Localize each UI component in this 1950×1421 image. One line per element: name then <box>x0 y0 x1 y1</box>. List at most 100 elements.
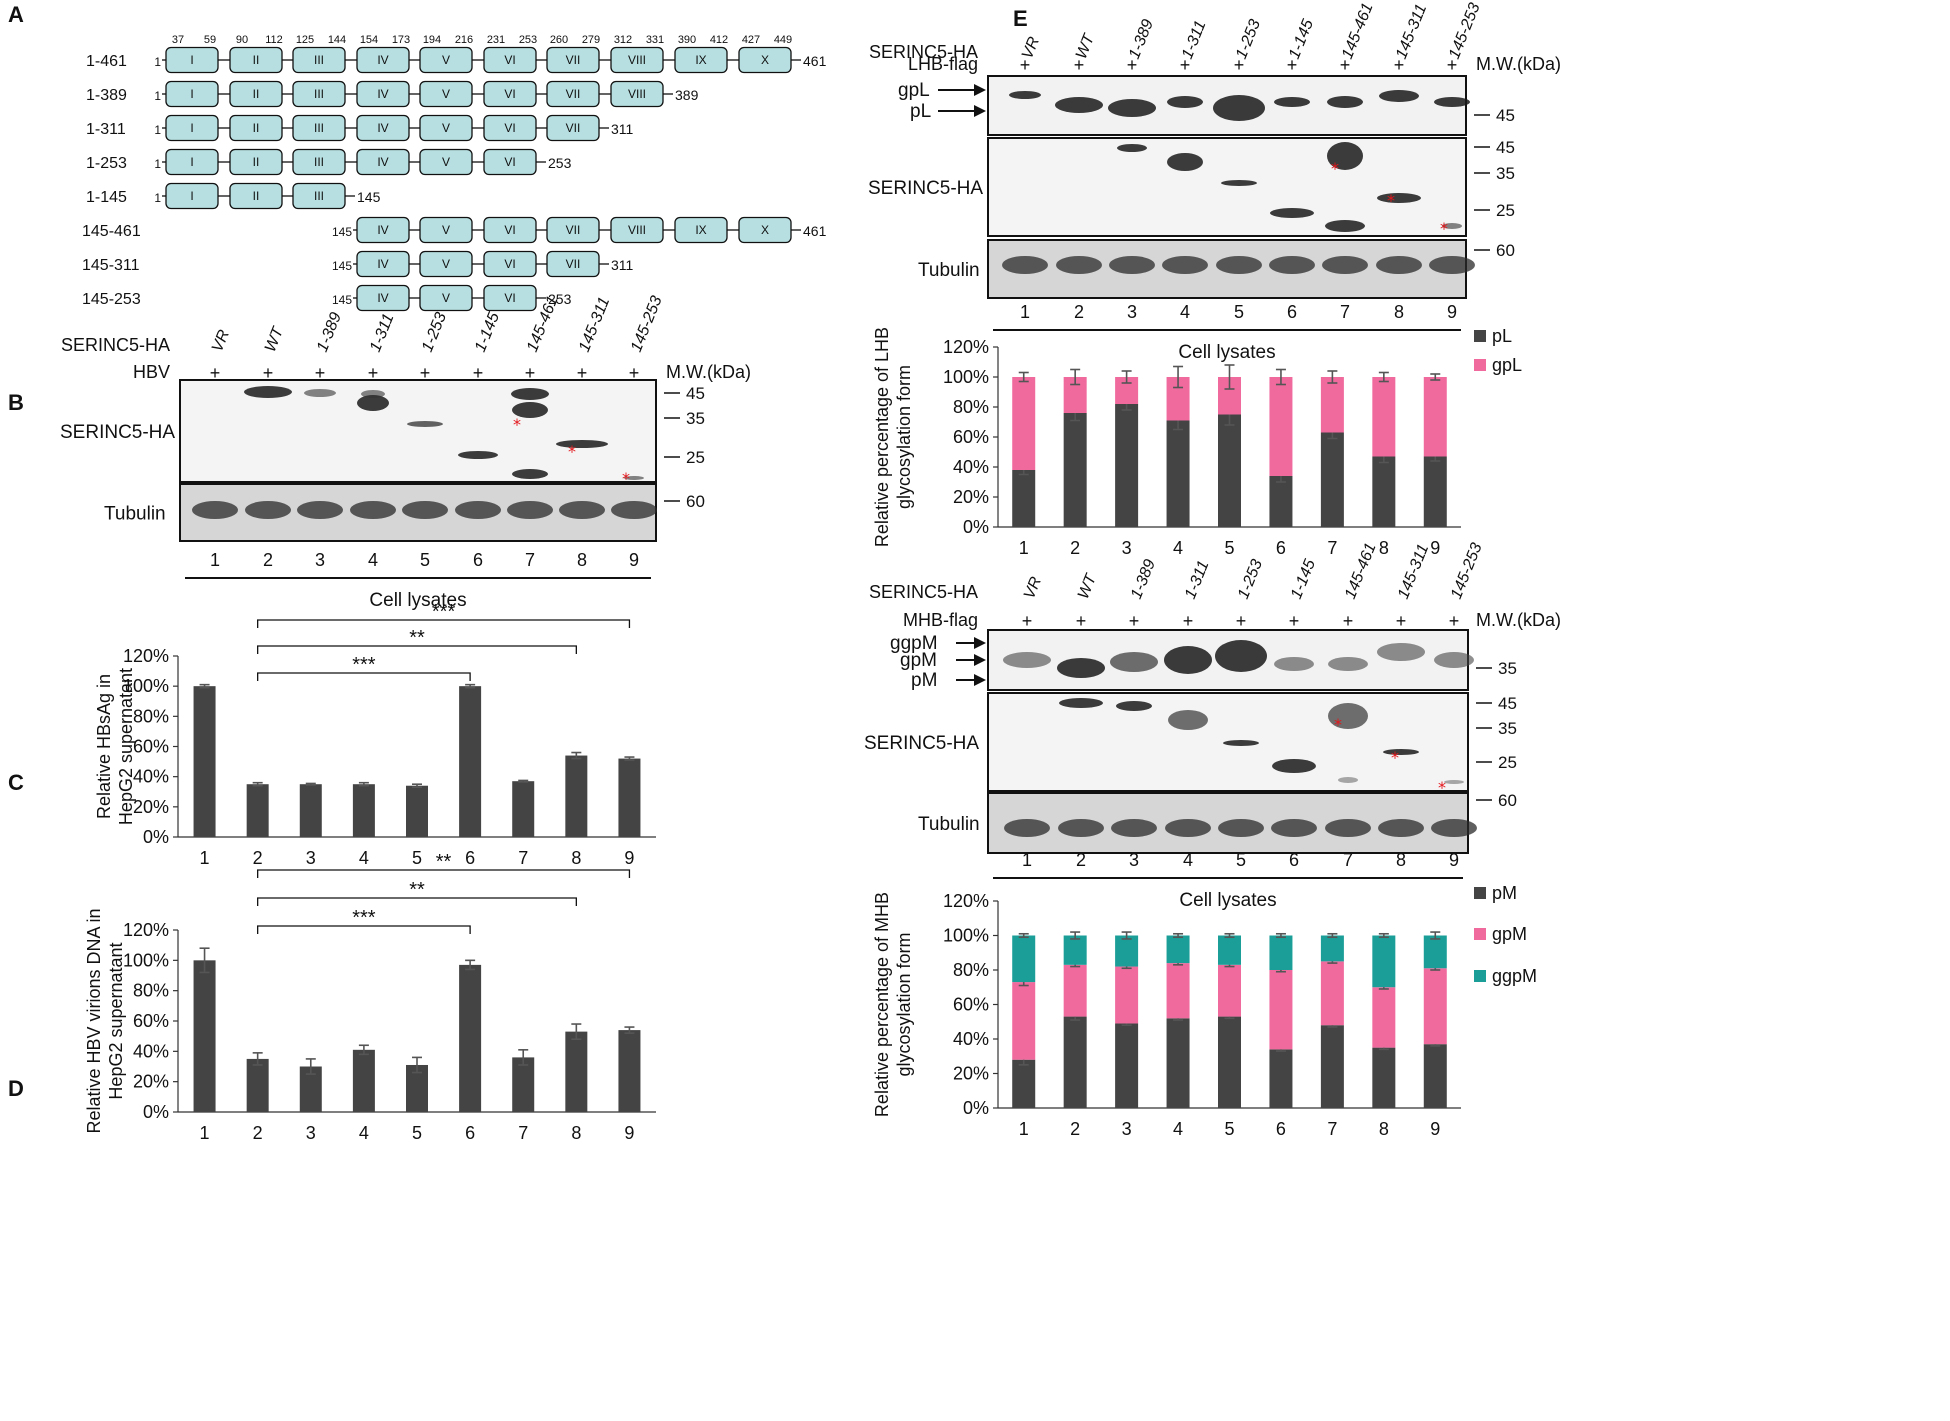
plus-sign: + <box>1074 55 1085 75</box>
x-tick-label: 8 <box>571 848 581 868</box>
cell-lysates-label: Cell lysates <box>1178 342 1275 363</box>
stacked-bar-segment <box>1372 377 1396 457</box>
domain-label: IV <box>377 291 388 305</box>
plus-sign: + <box>263 363 274 383</box>
cell-lysates-label: Cell lysates <box>369 590 466 611</box>
lane-label: 1-253 <box>419 310 450 354</box>
blot-band <box>1434 97 1470 107</box>
blot-band <box>1162 256 1208 274</box>
x-tick-label: 2 <box>1070 538 1080 558</box>
domain-label: I <box>190 53 193 67</box>
construct-end: 311 <box>611 121 634 137</box>
stacked-bar-segment <box>1320 377 1344 433</box>
significance-bracket <box>257 619 631 628</box>
blot-band <box>1167 96 1203 108</box>
blot-band <box>1269 256 1315 274</box>
lane-number: 4 <box>1180 302 1190 322</box>
plus-sign: + <box>1129 611 1140 631</box>
y-axis-label: Relative HBsAg in <box>94 674 114 819</box>
x-tick-label: 3 <box>1122 538 1132 558</box>
lane-label: WT <box>262 324 288 355</box>
domain-label: X <box>761 223 769 237</box>
blot-band <box>1167 153 1203 171</box>
mw-value: 45 <box>1496 138 1515 157</box>
x-tick-label: 5 <box>1224 1119 1234 1139</box>
bar <box>246 1058 269 1112</box>
blot-band <box>507 501 553 519</box>
domain-group: IV V VI <box>356 284 537 312</box>
x-tick-label: 8 <box>1379 538 1389 558</box>
bar <box>406 1064 428 1112</box>
x-tick-label: 2 <box>253 848 263 868</box>
domain-label: V <box>442 155 450 169</box>
construct-start: 1 <box>154 55 161 69</box>
mw-value: 25 <box>1496 201 1515 220</box>
panel-f-stacked-bar-chart: 0% 20% 40% 60% 80% 100% 120% 1 2 3 4 5 6 7 8 9 Relative … <box>872 883 1537 1139</box>
stacked-bar-segment <box>1012 1059 1036 1108</box>
y-tick-label: 40% <box>953 457 989 477</box>
blot-band <box>511 388 549 400</box>
y-tick-label: 100% <box>123 950 169 970</box>
bar <box>193 960 216 1112</box>
position-number: 37 <box>172 34 184 46</box>
position-number: 90 <box>236 34 248 46</box>
x-tick-label: 9 <box>1430 538 1440 558</box>
blot-band <box>1216 256 1262 274</box>
panel-e-stacked-bar-chart: 0% 20% 40% 60% 80% 100% 120% 1 2 3 4 5 6 7 8 9 Relative … <box>872 326 1522 558</box>
stacked-bar-segment <box>1166 420 1190 527</box>
red-asterisk: * <box>568 442 576 461</box>
x-tick-label: 2 <box>253 1123 263 1143</box>
y-axis-label: glycosylation form <box>894 932 914 1076</box>
y-tick-label: 20% <box>133 1072 169 1092</box>
lane-number: 4 <box>1183 850 1193 870</box>
y-tick-label: 0% <box>963 1098 989 1118</box>
blot-band <box>556 440 608 448</box>
lane-label: 145-461 <box>1342 541 1380 602</box>
cell-lysates-label: Cell lysates <box>1179 890 1276 911</box>
blot-band <box>1215 640 1267 672</box>
legend-swatch <box>1474 970 1486 982</box>
domain-label: VII <box>566 87 581 101</box>
blot-band <box>1442 223 1462 229</box>
construct-name: 145-253 <box>82 291 141 308</box>
tubulin-row-label: Tubulin <box>104 504 166 525</box>
construct-start: 1 <box>154 123 161 137</box>
construct-end: 389 <box>675 87 699 103</box>
blot-band <box>357 395 389 411</box>
y-tick-label: 80% <box>953 960 989 980</box>
y-tick-label: 60% <box>953 427 989 447</box>
mw-value: 60 <box>1496 241 1515 260</box>
lane-label: WT <box>1075 571 1101 602</box>
blot-band <box>244 386 292 398</box>
panel-c-bar-chart: 0% 20% 40% 60% 80% 100% 120% 1 2 3 4 5 6 7 8 9 Relative … <box>94 601 656 868</box>
lane-label: 145-253 <box>1446 1 1484 62</box>
legend-label: gpL <box>1492 355 1522 375</box>
blot-band <box>297 501 343 519</box>
plus-sign: + <box>1022 611 1033 631</box>
x-tick-label: 9 <box>624 848 634 868</box>
domain-label: VIII <box>628 223 646 237</box>
significance-stars: ** <box>409 879 425 901</box>
mw-value: 35 <box>686 409 705 428</box>
band-arrowhead <box>974 674 986 686</box>
treatment-label: MHB-flag <box>903 610 978 630</box>
band-arrowhead <box>974 654 986 666</box>
blot-band <box>1271 819 1317 837</box>
lane-number: 8 <box>1396 850 1406 870</box>
domain-label: II <box>253 155 260 169</box>
position-number: 112 <box>265 34 283 46</box>
band-label: pL <box>910 101 931 122</box>
mw-value: 45 <box>686 384 705 403</box>
lane-number: 1 <box>210 550 220 570</box>
mw-value: 45 <box>1496 106 1515 125</box>
lane-number: 9 <box>1447 302 1457 322</box>
legend-label: pL <box>1492 326 1512 346</box>
band-label: pM <box>911 670 937 691</box>
red-asterisk: * <box>1331 159 1339 178</box>
construct-start: 145 <box>332 225 352 239</box>
plus-sign: + <box>1396 611 1407 631</box>
domain-label: VI <box>504 223 515 237</box>
plus-sign: + <box>1287 55 1298 75</box>
y-tick-label: 40% <box>133 1041 169 1061</box>
lane-number: 3 <box>315 550 325 570</box>
